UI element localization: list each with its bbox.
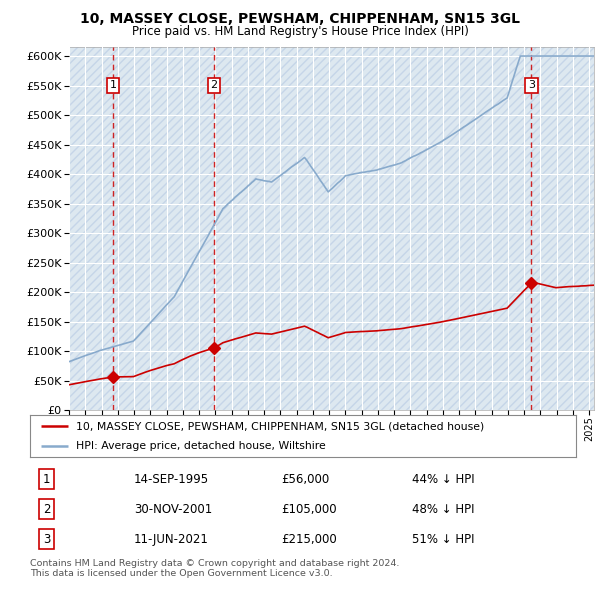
Text: HPI: Average price, detached house, Wiltshire: HPI: Average price, detached house, Wilt… [76,441,326,451]
Text: £56,000: £56,000 [281,473,329,486]
Text: 1: 1 [43,473,50,486]
Text: 14-SEP-1995: 14-SEP-1995 [134,473,209,486]
Text: 10, MASSEY CLOSE, PEWSHAM, CHIPPENHAM, SN15 3GL (detached house): 10, MASSEY CLOSE, PEWSHAM, CHIPPENHAM, S… [76,421,485,431]
Text: 11-JUN-2021: 11-JUN-2021 [134,533,209,546]
Text: £215,000: £215,000 [281,533,337,546]
Text: Contains HM Land Registry data © Crown copyright and database right 2024.
This d: Contains HM Land Registry data © Crown c… [30,559,400,578]
Text: 2: 2 [211,80,218,90]
Text: 51% ↓ HPI: 51% ↓ HPI [412,533,475,546]
Text: 48% ↓ HPI: 48% ↓ HPI [412,503,475,516]
Text: 10, MASSEY CLOSE, PEWSHAM, CHIPPENHAM, SN15 3GL: 10, MASSEY CLOSE, PEWSHAM, CHIPPENHAM, S… [80,12,520,26]
Text: 1: 1 [110,80,116,90]
Text: 30-NOV-2001: 30-NOV-2001 [134,503,212,516]
Text: 3: 3 [43,533,50,546]
Text: 44% ↓ HPI: 44% ↓ HPI [412,473,475,486]
Text: 2: 2 [43,503,50,516]
Text: Price paid vs. HM Land Registry's House Price Index (HPI): Price paid vs. HM Land Registry's House … [131,25,469,38]
Text: 3: 3 [528,80,535,90]
Text: £105,000: £105,000 [281,503,337,516]
